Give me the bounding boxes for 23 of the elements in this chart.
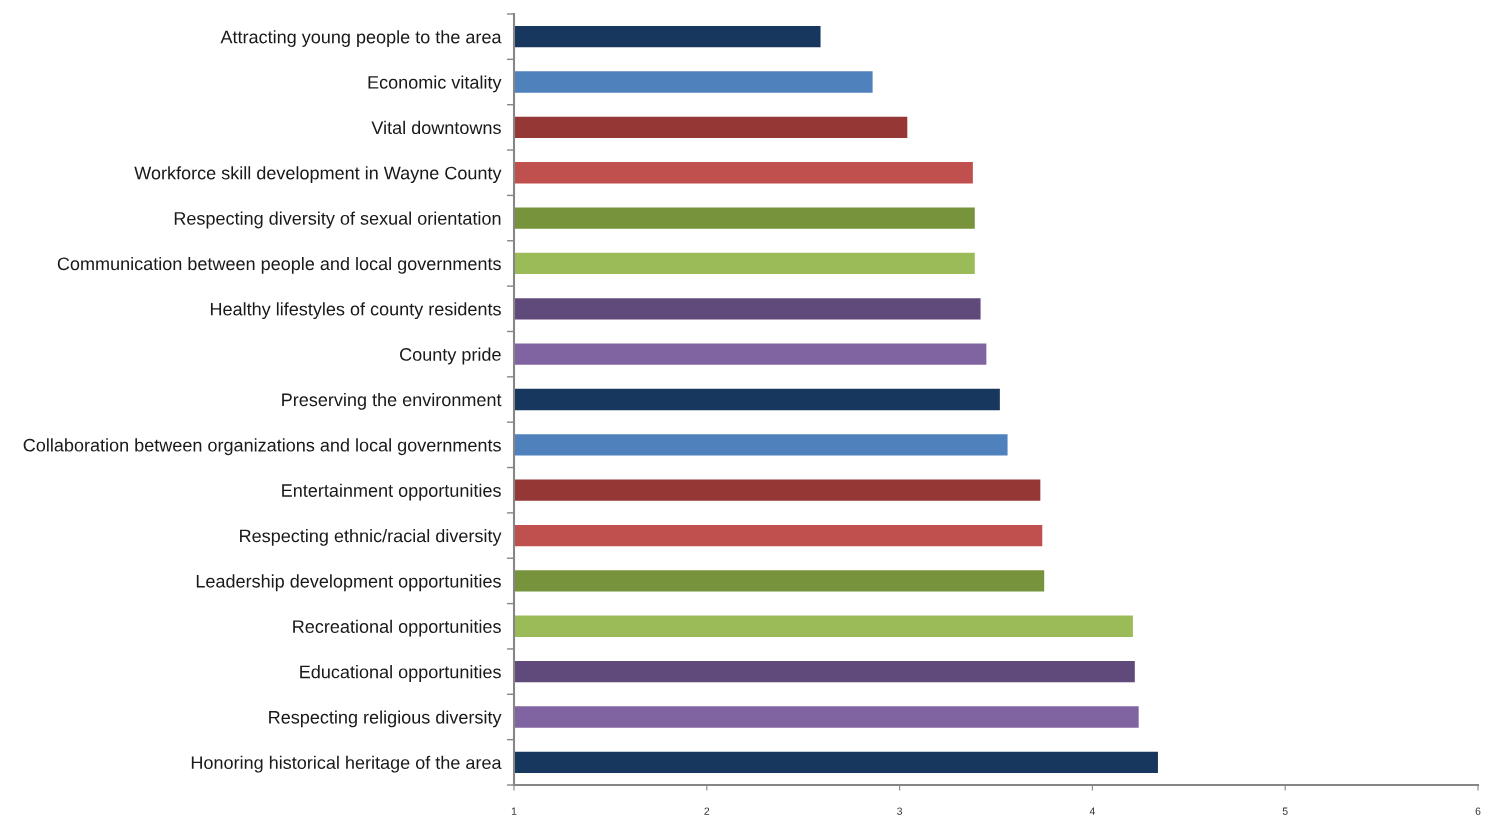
x-tick-label: 4 [1089,807,1095,815]
y-tick-label: Leadership development opportunities [196,574,501,592]
y-tick-label: Collaboration between organizations and local governments [23,438,501,456]
y-tick-label: Preserving the environment [282,392,502,410]
x-tick-label: 5 [1282,807,1288,815]
y-tick-label: Respecting religious diversity [269,710,502,728]
y-tick-label: Entertainment opportunities [282,483,501,501]
y-tick-label: Respecting diversity of sexual orientation [174,211,501,229]
y-tick-label: Honoring historical heritage of the area [191,755,502,773]
x-tick-label: 6 [1475,807,1481,815]
y-tick-label: Attracting young people to the area [220,30,502,47]
y-tick-label: Healthy lifestyles of county residents [210,302,501,320]
y-tick-label: Respecting ethnic/racial diversity [240,529,502,546]
y-tick-label: Economic vitality [368,75,502,93]
x-tick-label: 3 [897,807,903,815]
y-tick-label: County pride [400,347,501,365]
x-tick-label: 1 [511,807,517,815]
y-tick-label: Workforce skill development in Wayne County [134,166,502,184]
x-tick-label: 2 [704,807,710,815]
y-tick-label: Educational opportunities [300,665,501,682]
y-tick-label: Recreational opportunities [293,619,501,637]
y-tick-label: Vital downtowns [371,120,501,135]
y-tick-label: Communication between people and local governments [57,256,501,274]
